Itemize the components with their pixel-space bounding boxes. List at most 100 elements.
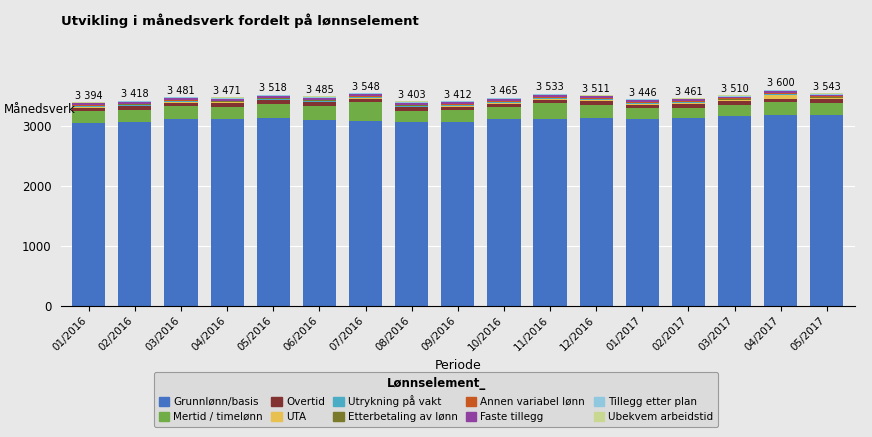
Bar (580, 100, 613, 101)
Bar (626, 104, 659, 105)
Bar (165, 102, 198, 103)
Bar (303, 102, 336, 106)
Bar (210, 103, 244, 107)
Bar (718, 116, 751, 306)
Bar (210, 99, 244, 101)
Bar (580, 101, 613, 104)
Bar (718, 98, 751, 99)
Bar (349, 99, 382, 102)
Text: 3 446: 3 446 (629, 88, 656, 97)
Bar (671, 118, 705, 306)
Bar (534, 95, 567, 97)
Text: 3 481: 3 481 (167, 86, 194, 96)
Bar (256, 94, 290, 95)
Bar (165, 101, 198, 102)
Bar (395, 111, 428, 122)
Bar (349, 93, 382, 94)
Legend: Grunnlønn/basis, Mertid / timelønn, Overtid, UTA, Utrykning på vakt, Etterbetali: Grunnlønn/basis, Mertid / timelønn, Over… (153, 372, 719, 427)
Text: 3 471: 3 471 (214, 86, 241, 96)
Bar (810, 103, 843, 115)
Bar (671, 100, 705, 101)
Bar (349, 98, 382, 99)
Bar (764, 99, 797, 102)
Bar (210, 107, 244, 119)
Bar (626, 100, 659, 101)
Bar (256, 118, 290, 306)
Bar (303, 121, 336, 306)
Bar (395, 106, 428, 107)
Bar (626, 103, 659, 104)
Bar (487, 101, 521, 102)
Text: 3 510: 3 510 (721, 84, 748, 94)
Bar (764, 94, 797, 95)
Bar (72, 111, 106, 123)
Bar (810, 99, 843, 103)
Bar (718, 96, 751, 97)
Bar (119, 106, 152, 110)
Bar (580, 96, 613, 97)
Bar (534, 118, 567, 306)
Bar (395, 102, 428, 103)
Bar (810, 93, 843, 94)
Bar (764, 90, 797, 91)
Bar (256, 95, 290, 96)
Bar (349, 94, 382, 96)
Bar (534, 100, 567, 103)
Bar (303, 98, 336, 100)
Bar (487, 103, 521, 104)
Bar (580, 98, 613, 99)
Text: Månedsverk: Månedsverk (4, 103, 76, 116)
Bar (580, 118, 613, 306)
Bar (671, 102, 705, 103)
Bar (718, 95, 751, 96)
Text: 3 485: 3 485 (305, 85, 333, 95)
Bar (303, 97, 336, 98)
Bar (580, 95, 613, 96)
Bar (718, 105, 751, 116)
Bar (626, 99, 659, 100)
Bar (72, 104, 106, 105)
Bar (487, 99, 521, 101)
Bar (441, 111, 474, 121)
Text: 3 533: 3 533 (536, 83, 564, 92)
Bar (256, 96, 290, 98)
Bar (395, 105, 428, 106)
Bar (626, 101, 659, 102)
Bar (764, 115, 797, 306)
Bar (256, 104, 290, 118)
Text: 3 543: 3 543 (813, 82, 841, 92)
Text: Utvikling i månedsverk fordelt på lønnselement: Utvikling i månedsverk fordelt på lønnse… (61, 13, 419, 28)
Bar (441, 106, 474, 107)
Text: 3 403: 3 403 (398, 90, 426, 100)
Bar (349, 121, 382, 306)
Bar (119, 122, 152, 306)
Bar (534, 97, 567, 98)
Bar (165, 119, 198, 306)
Bar (580, 99, 613, 100)
Bar (487, 104, 521, 108)
Bar (580, 97, 613, 98)
Bar (210, 102, 244, 103)
Bar (165, 106, 198, 119)
Bar (210, 98, 244, 99)
Bar (72, 108, 106, 111)
Text: 3 394: 3 394 (75, 91, 103, 101)
Bar (671, 103, 705, 104)
Bar (165, 100, 198, 101)
Bar (764, 93, 797, 94)
X-axis label: Periode: Periode (434, 359, 481, 372)
Bar (441, 101, 474, 102)
Bar (165, 103, 198, 106)
Bar (441, 104, 474, 105)
Bar (764, 102, 797, 115)
Bar (671, 99, 705, 100)
Bar (395, 107, 428, 108)
Bar (718, 99, 751, 100)
Bar (303, 100, 336, 101)
Text: 3 518: 3 518 (259, 83, 287, 94)
Bar (119, 105, 152, 106)
Bar (210, 119, 244, 306)
Bar (671, 104, 705, 108)
Bar (626, 119, 659, 306)
Bar (119, 101, 152, 102)
